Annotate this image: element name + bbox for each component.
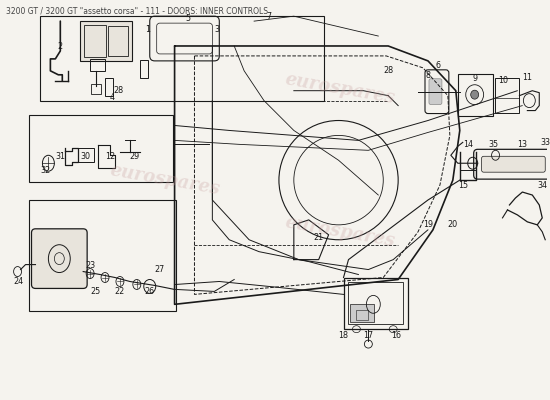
Text: 25: 25	[90, 287, 100, 296]
Bar	[80, 21, 132, 61]
Text: 33: 33	[540, 138, 550, 147]
Bar	[140, 60, 148, 78]
Text: 35: 35	[488, 140, 499, 149]
Bar	[349, 282, 403, 324]
Text: 28: 28	[383, 66, 393, 75]
Text: 8: 8	[426, 71, 431, 80]
Bar	[356, 310, 369, 320]
Text: 24: 24	[14, 277, 24, 286]
Text: 22: 22	[115, 287, 125, 296]
Text: 21: 21	[314, 233, 324, 242]
Bar	[78, 148, 94, 162]
Text: 16: 16	[391, 331, 401, 340]
Bar	[108, 26, 128, 56]
Text: 7: 7	[266, 12, 272, 21]
Text: 31: 31	[56, 152, 65, 161]
Bar	[494, 78, 519, 112]
Text: 19: 19	[423, 220, 433, 229]
Text: 9: 9	[472, 74, 477, 83]
Text: 26: 26	[145, 287, 155, 296]
Text: 15: 15	[458, 180, 468, 190]
Bar	[458, 74, 493, 116]
Bar	[90, 59, 105, 71]
Text: 3200 GT / 3200 GT "assetto corsa" - 111 - DOORS: INNER CONTROLS: 3200 GT / 3200 GT "assetto corsa" - 111 …	[6, 6, 268, 15]
Text: 17: 17	[364, 331, 373, 340]
Text: 20: 20	[448, 220, 458, 229]
Text: 28: 28	[113, 86, 123, 95]
Text: 10: 10	[498, 76, 509, 85]
Text: 27: 27	[155, 265, 165, 274]
Bar	[105, 78, 113, 96]
Bar	[91, 84, 101, 94]
Bar	[84, 25, 106, 57]
Ellipse shape	[471, 90, 478, 99]
Text: eurospares: eurospares	[108, 162, 221, 199]
Bar	[29, 200, 175, 311]
Text: 29: 29	[130, 152, 140, 161]
Text: 18: 18	[338, 331, 349, 340]
Text: 32: 32	[40, 166, 51, 175]
Bar	[29, 114, 173, 182]
Text: 5: 5	[185, 14, 190, 23]
Text: 11: 11	[522, 73, 532, 82]
Text: 3: 3	[215, 24, 220, 34]
Text: 23: 23	[85, 261, 95, 270]
FancyBboxPatch shape	[429, 79, 442, 105]
Text: 30: 30	[80, 152, 90, 161]
Text: eurospares: eurospares	[283, 213, 396, 250]
Text: 14: 14	[463, 140, 473, 149]
Bar	[350, 304, 375, 322]
Text: 34: 34	[537, 180, 547, 190]
Text: 4: 4	[109, 93, 114, 102]
Text: 6: 6	[436, 61, 441, 70]
Bar	[344, 278, 408, 329]
Text: 12: 12	[105, 152, 115, 161]
Text: 2: 2	[58, 42, 63, 52]
FancyBboxPatch shape	[482, 156, 545, 172]
Text: 1: 1	[145, 24, 150, 34]
Bar	[41, 16, 323, 101]
FancyBboxPatch shape	[31, 229, 87, 288]
Text: 13: 13	[518, 140, 527, 149]
Text: eurospares: eurospares	[283, 70, 396, 107]
